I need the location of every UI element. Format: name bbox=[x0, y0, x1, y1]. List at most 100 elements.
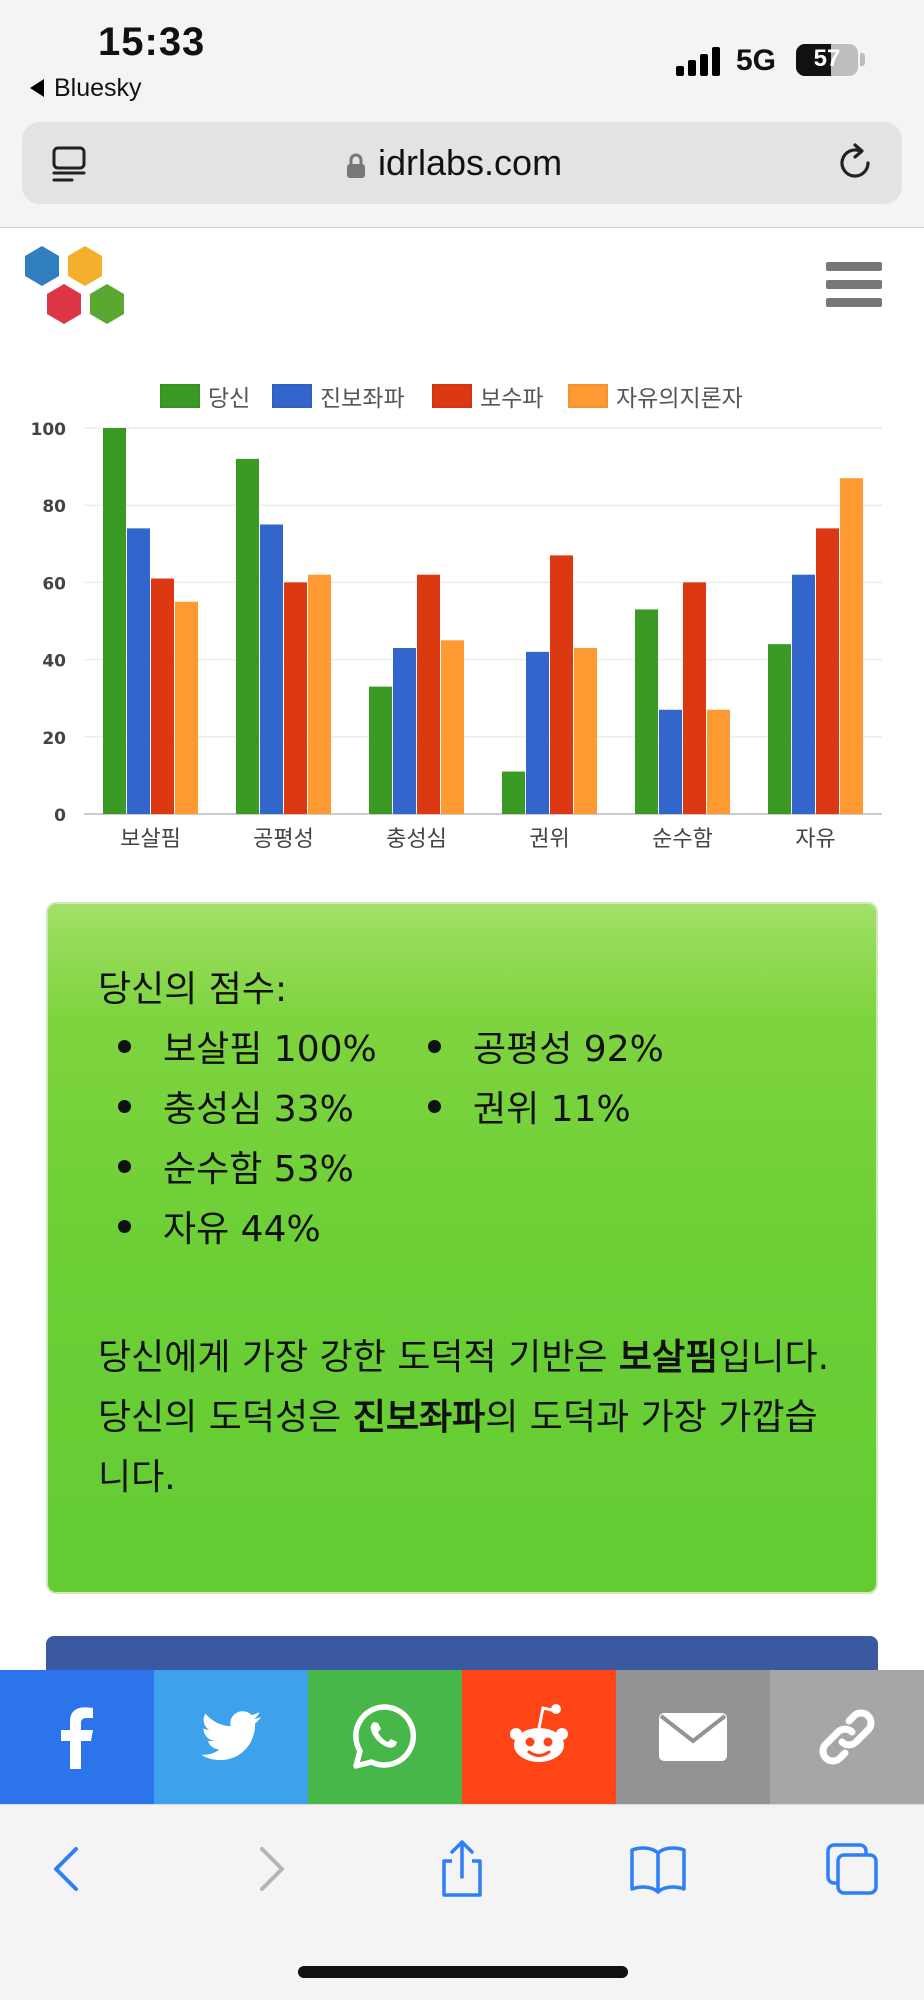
bar-2-5 bbox=[816, 528, 839, 814]
score-text: 충성심 33% bbox=[163, 1089, 354, 1130]
score-list: 보살핌 100% 공평성 92% 충성심 33% 권위 11% 순수함 53% … bbox=[98, 1020, 798, 1280]
bar-0-0 bbox=[103, 428, 126, 814]
legend-swatch bbox=[160, 384, 200, 408]
legend-item[interactable]: 진보좌파 bbox=[272, 376, 405, 416]
x-tick-label: 보살핌 bbox=[120, 827, 181, 852]
y-tick-label: 80 bbox=[42, 497, 66, 517]
result-box: 당신의 점수: 보살핌 100% 공평성 92% 충성심 33% 권위 11% … bbox=[46, 902, 878, 1594]
score-item: 공평성 92% bbox=[428, 1020, 664, 1072]
bar-chart: 0 20 40 60 80 100 보살핌 공평성 충성심 권위 순수함 자유 bbox=[31, 420, 882, 852]
lock-icon bbox=[347, 153, 365, 178]
bar-3-3 bbox=[574, 648, 597, 814]
status-bar: 15:33 Bluesky 5G 57 bbox=[0, 0, 924, 112]
reload-icon[interactable] bbox=[834, 142, 876, 184]
bar-3-4 bbox=[707, 709, 730, 814]
x-tick-label: 순수함 bbox=[652, 827, 713, 852]
bar-3-1 bbox=[308, 574, 331, 814]
back-icon[interactable] bbox=[40, 1839, 100, 1899]
bullet bbox=[118, 1100, 131, 1113]
bar-1-3 bbox=[526, 651, 549, 814]
y-tick-label: 100 bbox=[31, 420, 67, 440]
legend-swatch bbox=[568, 384, 608, 408]
strongest-foundation-text: 당신에게 가장 강한 도덕적 기반은 bbox=[98, 1337, 619, 1378]
score-item: 보살핌 100% bbox=[118, 1020, 377, 1072]
bar-3-2 bbox=[441, 640, 464, 814]
browser-address-area: idrlabs.com bbox=[0, 112, 924, 228]
bar-0-1 bbox=[236, 458, 259, 814]
battery-icon: 57 bbox=[796, 44, 858, 76]
site-logo[interactable] bbox=[20, 244, 132, 330]
bar-1-1 bbox=[260, 524, 283, 814]
share-icon[interactable] bbox=[432, 1839, 492, 1899]
bullet bbox=[118, 1040, 131, 1053]
menu-icon[interactable] bbox=[826, 262, 882, 308]
closest-group: 진보좌파 bbox=[352, 1397, 486, 1438]
legend-swatch bbox=[432, 384, 472, 408]
back-to-app-button[interactable]: Bluesky bbox=[30, 74, 142, 103]
x-tick-label: 충성심 bbox=[386, 827, 447, 852]
forward-icon[interactable] bbox=[238, 1839, 298, 1899]
reader-mode-icon[interactable] bbox=[50, 144, 90, 184]
y-tick-label: 40 bbox=[42, 652, 66, 672]
bar-2-0 bbox=[151, 578, 174, 814]
score-text: 공평성 92% bbox=[473, 1029, 664, 1070]
bar-0-5 bbox=[768, 644, 791, 814]
bar-1-4 bbox=[659, 709, 682, 814]
x-tick-label: 공평성 bbox=[253, 827, 314, 852]
score-text: 순수함 53% bbox=[163, 1149, 354, 1190]
facebook-icon bbox=[61, 1707, 93, 1769]
closest-group-text: 당신의 도덕성은 bbox=[98, 1397, 353, 1438]
score-item: 순수함 53% bbox=[118, 1140, 354, 1192]
share-whatsapp-button[interactable] bbox=[308, 1670, 462, 1804]
bar-2-4 bbox=[683, 582, 706, 814]
legend-item[interactable]: 보수파 bbox=[432, 376, 543, 416]
legend-swatch bbox=[272, 384, 312, 408]
home-indicator bbox=[298, 1966, 628, 1978]
moral-foundations-chart: 당신 진보좌파 보수파 자유의지론자 0 20 40 60 80 100 보살핌 공평성 충성심… bbox=[0, 360, 924, 860]
share-email-button[interactable] bbox=[616, 1670, 770, 1804]
y-tick-label: 20 bbox=[42, 729, 66, 749]
share-reddit-button[interactable] bbox=[462, 1670, 616, 1804]
bookmarks-icon[interactable] bbox=[628, 1839, 688, 1899]
legend-item[interactable]: 자유의지론자 bbox=[568, 376, 743, 416]
address-bar[interactable]: idrlabs.com bbox=[22, 122, 902, 204]
bullet bbox=[118, 1160, 131, 1173]
score-text: 자유 44% bbox=[163, 1209, 321, 1250]
share-link-button[interactable] bbox=[770, 1670, 924, 1804]
bullet bbox=[118, 1220, 131, 1233]
network-type: 5G bbox=[736, 44, 777, 77]
share-facebook-button[interactable] bbox=[0, 1670, 154, 1804]
bar-1-2 bbox=[393, 648, 416, 814]
result-title: 당신의 점수: bbox=[98, 969, 288, 1010]
bar-1-5 bbox=[792, 574, 815, 814]
legend-label: 진보좌파 bbox=[320, 386, 405, 412]
tabs-icon[interactable] bbox=[822, 1839, 882, 1899]
back-arrow-icon bbox=[30, 79, 44, 97]
score-text: 권위 11% bbox=[473, 1089, 631, 1130]
battery-tip bbox=[860, 53, 865, 66]
bar-3-0 bbox=[175, 601, 198, 814]
share-twitter-button[interactable] bbox=[154, 1670, 308, 1804]
y-tick-label: 0 bbox=[54, 806, 66, 826]
closest-group-suffix: 의 도덕과 가장 가깝습니다. bbox=[98, 1397, 818, 1498]
url-text: idrlabs.com bbox=[378, 142, 563, 183]
legend-item[interactable]: 당신 bbox=[160, 376, 250, 416]
bar-1-0 bbox=[127, 528, 150, 814]
bar-0-3 bbox=[502, 771, 525, 814]
bar-0-4 bbox=[635, 609, 658, 814]
email-icon bbox=[659, 1713, 727, 1761]
result-summary: 당신에게 가장 강한 도덕적 기반은 보살핌입니다. 당신의 도덕성은 진보좌파… bbox=[98, 1328, 838, 1508]
bar-2-3 bbox=[550, 555, 573, 814]
battery-level: 57 bbox=[813, 45, 841, 72]
link-icon bbox=[819, 1709, 875, 1765]
twitter-icon bbox=[201, 1711, 261, 1761]
legend-label: 당신 bbox=[208, 386, 251, 412]
score-item: 권위 11% bbox=[428, 1080, 631, 1132]
legend-label: 자유의지론자 bbox=[616, 386, 743, 412]
bar-2-1 bbox=[284, 582, 307, 814]
score-item: 자유 44% bbox=[118, 1200, 321, 1252]
share-bar bbox=[0, 1670, 924, 1804]
x-tick-label: 자유 bbox=[795, 827, 835, 852]
score-text: 보살핌 100% bbox=[163, 1029, 377, 1070]
whatsapp-icon bbox=[353, 1704, 417, 1769]
